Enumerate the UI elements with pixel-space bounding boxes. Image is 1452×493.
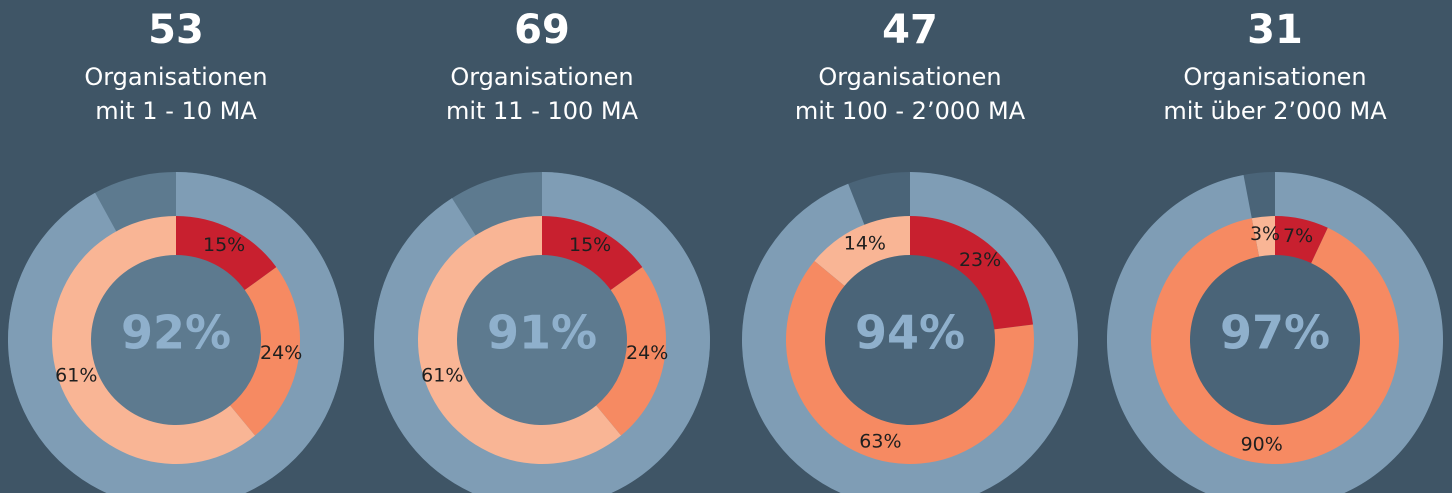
subtitle: Organisationen xyxy=(818,63,1001,91)
subtitle: mit 11 - 100 MA xyxy=(446,97,639,125)
segment xyxy=(542,216,643,291)
segment-label: 15% xyxy=(203,234,245,256)
segment-label: 24% xyxy=(626,342,668,364)
segment xyxy=(814,216,910,286)
subtitle: Organisationen xyxy=(1183,63,1366,91)
subtitle: mit 1 - 10 MA xyxy=(95,97,257,125)
subtitle: Organisationen xyxy=(450,63,633,91)
segment-label: 61% xyxy=(55,364,97,386)
subtitle: mit über 2’000 MA xyxy=(1163,97,1387,125)
segment-label: 23% xyxy=(959,249,1001,271)
count-title: 31 xyxy=(1247,7,1303,53)
segment xyxy=(418,216,622,464)
count-title: 47 xyxy=(882,7,938,53)
segment-label: 7% xyxy=(1283,225,1313,247)
segment-label: 24% xyxy=(260,342,302,364)
subtitle: mit 100 - 2’000 MA xyxy=(795,97,1026,125)
segment xyxy=(176,216,277,291)
segment xyxy=(910,216,1034,330)
segment-label: 90% xyxy=(1241,434,1283,456)
segment xyxy=(596,267,666,436)
center-value: 91% xyxy=(487,306,597,360)
segment xyxy=(1151,218,1399,464)
segment-label: 61% xyxy=(421,364,463,386)
segment xyxy=(1251,216,1275,257)
segment xyxy=(1275,216,1328,264)
segment xyxy=(51,216,256,464)
center-value: 97% xyxy=(1220,306,1330,360)
segment-label: 14% xyxy=(844,233,886,255)
segment-label: 15% xyxy=(569,234,611,256)
count-title: 69 xyxy=(514,7,570,53)
segment-label: 3% xyxy=(1250,223,1280,245)
subtitle: Organisationen xyxy=(84,63,267,91)
center-value: 92% xyxy=(121,306,231,360)
center-value: 94% xyxy=(855,306,965,360)
segment xyxy=(785,260,1034,464)
segment-label: 63% xyxy=(859,430,901,452)
count-title: 53 xyxy=(148,7,204,53)
segment xyxy=(230,267,300,436)
